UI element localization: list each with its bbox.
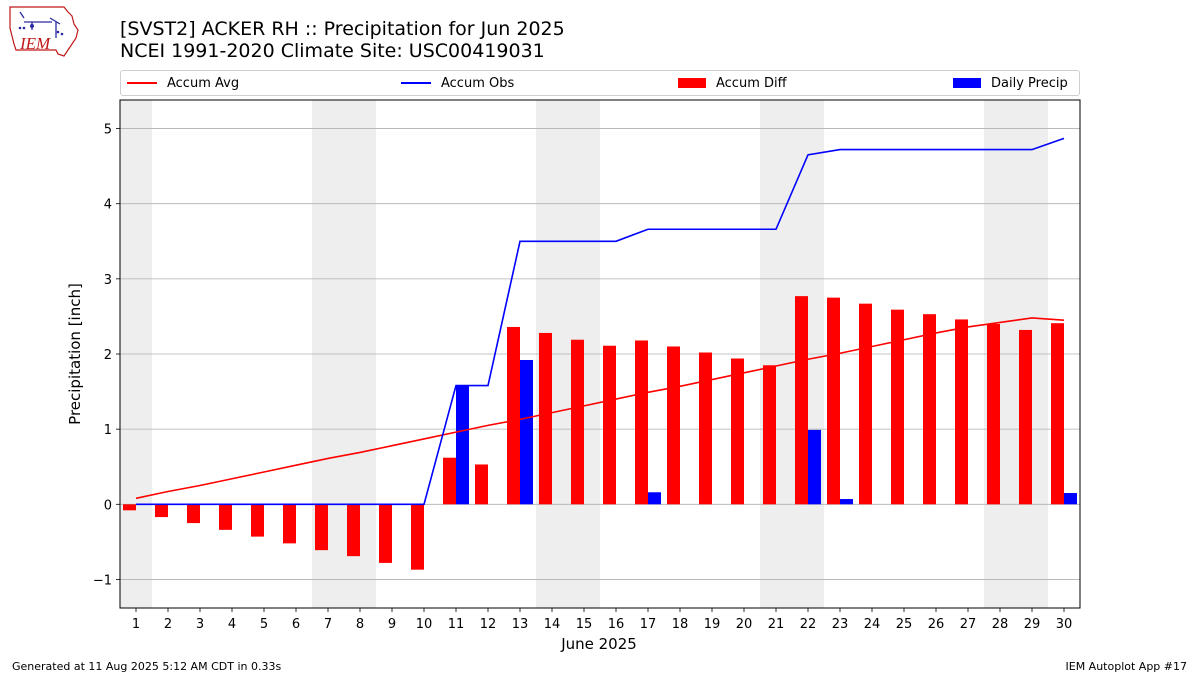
footer-generated: Generated at 11 Aug 2025 5:12 AM CDT in … — [12, 660, 282, 673]
x-tick-label: 1 — [132, 617, 140, 632]
legend-item-accum-diff: Accum Diff — [678, 71, 787, 95]
legend-swatch-daily-precip — [953, 78, 981, 88]
legend-label-accum-obs: Accum Obs — [441, 75, 515, 91]
legend-item-accum-obs: Accum Obs — [401, 71, 514, 95]
accum-diff-bar — [891, 309, 904, 505]
x-tick-label: 13 — [512, 617, 529, 632]
y-tick-label: 5 — [104, 123, 112, 138]
accum-diff-bar — [283, 504, 296, 544]
legend-label-accum-diff: Accum Diff — [716, 75, 787, 91]
daily-precip-bar — [808, 429, 821, 505]
daily-precip-bar — [1064, 493, 1077, 505]
accum-avg-line — [135, 317, 1065, 500]
accum-diff-bar — [859, 303, 872, 505]
accum-diff-bar — [827, 297, 840, 505]
x-axis-label: June 2025 — [560, 635, 637, 653]
x-tick-label: 29 — [1024, 617, 1041, 632]
y-tick-label: 2 — [104, 348, 112, 363]
chart-subtitle: NCEI 1991-2020 Climate Site: USC00419031 — [120, 40, 545, 62]
x-tick-label: 17 — [640, 617, 657, 632]
accum-diff-bar — [955, 319, 968, 505]
legend-item-daily-precip: Daily Precip — [953, 71, 1068, 95]
x-tick-label: 2 — [164, 617, 172, 632]
legend-label-daily-precip: Daily Precip — [991, 75, 1068, 91]
y-tick-label: 3 — [104, 273, 112, 288]
legend-swatch-accum-diff — [678, 78, 706, 88]
x-tick-label: 12 — [480, 617, 497, 632]
x-tick-label: 26 — [928, 617, 945, 632]
legend-swatch-accum-avg — [127, 82, 157, 84]
accum-diff-bar — [251, 504, 264, 537]
y-tick-label: 4 — [104, 198, 112, 213]
accum-diff-bar — [603, 345, 616, 505]
accum-diff-bar — [699, 352, 712, 505]
accum-diff-bar — [411, 504, 424, 570]
x-tick-label: 24 — [864, 617, 881, 632]
x-tick-label: 22 — [800, 617, 817, 632]
accum-diff-bar — [571, 339, 584, 505]
x-tick-label: 9 — [388, 617, 396, 632]
accum-diff-bar — [539, 332, 552, 505]
svg-text:IEM: IEM — [19, 34, 51, 53]
accum-diff-bar — [507, 326, 520, 505]
x-tick-label: 27 — [960, 617, 977, 632]
legend-swatch-accum-obs — [401, 82, 431, 84]
daily-precip-bar — [648, 492, 661, 505]
x-tick-label: 19 — [704, 617, 721, 632]
accum-diff-bar — [763, 365, 776, 505]
y-tick-label: 0 — [104, 498, 112, 513]
x-tick-label: 3 — [196, 617, 204, 632]
y-tick-label: −1 — [93, 573, 112, 588]
accum-diff-bar — [187, 504, 200, 524]
accum-diff-bar — [219, 504, 232, 530]
accum-diff-bar — [347, 504, 360, 557]
x-tick-label: 5 — [260, 617, 268, 632]
daily-precip-bar — [456, 385, 469, 505]
accum-diff-bar — [315, 504, 328, 551]
accum-diff-bar — [1051, 323, 1064, 505]
x-tick-label: 18 — [672, 617, 689, 632]
accum-diff-bar — [731, 358, 744, 505]
accum-diff-bar — [379, 504, 392, 563]
accum-diff-bar — [123, 504, 136, 511]
accum-diff-bar — [635, 340, 648, 505]
accum-diff-bar — [667, 346, 680, 505]
x-tick-label: 30 — [1056, 617, 1073, 632]
x-tick-label: 28 — [992, 617, 1009, 632]
y-tick-label: 1 — [104, 423, 112, 438]
accum-obs-line — [136, 137, 1065, 506]
x-tick-label: 25 — [896, 617, 913, 632]
accum-diff-bar — [475, 464, 488, 505]
chart-title: [SVST2] ACKER RH :: Precipitation for Ju… — [120, 18, 565, 40]
accum-diff-bar — [1019, 329, 1032, 505]
daily-precip-bar — [840, 499, 853, 505]
accum-diff-bar — [443, 457, 456, 505]
y-axis-label: Precipitation [inch] — [66, 283, 84, 425]
accum-diff-bar — [987, 323, 1000, 505]
x-tick-label: 6 — [292, 617, 300, 632]
x-tick-label: 7 — [324, 617, 332, 632]
x-tick-label: 23 — [832, 617, 849, 632]
legend-item-accum-avg: Accum Avg — [127, 71, 239, 95]
legend: Accum Avg Accum Obs Accum Diff Daily Pre… — [120, 70, 1080, 96]
x-tick-label: 15 — [576, 617, 593, 632]
x-tick-label: 10 — [416, 617, 433, 632]
daily-precip-bar — [520, 360, 533, 505]
footer-app: IEM Autoplot App #17 — [1065, 660, 1188, 673]
x-tick-label: 4 — [228, 617, 236, 632]
accum-diff-bar — [795, 296, 808, 505]
iem-logo: IEM — [9, 6, 79, 57]
accum-diff-bar — [155, 504, 168, 518]
x-tick-label: 8 — [356, 617, 364, 632]
x-tick-label: 20 — [736, 617, 753, 632]
x-tick-label: 21 — [768, 617, 785, 632]
legend-label-accum-avg: Accum Avg — [167, 75, 240, 91]
x-tick-label: 14 — [544, 617, 561, 632]
x-tick-label: 16 — [608, 617, 625, 632]
accum-diff-bar — [923, 314, 936, 505]
x-tick-label: 11 — [448, 617, 465, 632]
